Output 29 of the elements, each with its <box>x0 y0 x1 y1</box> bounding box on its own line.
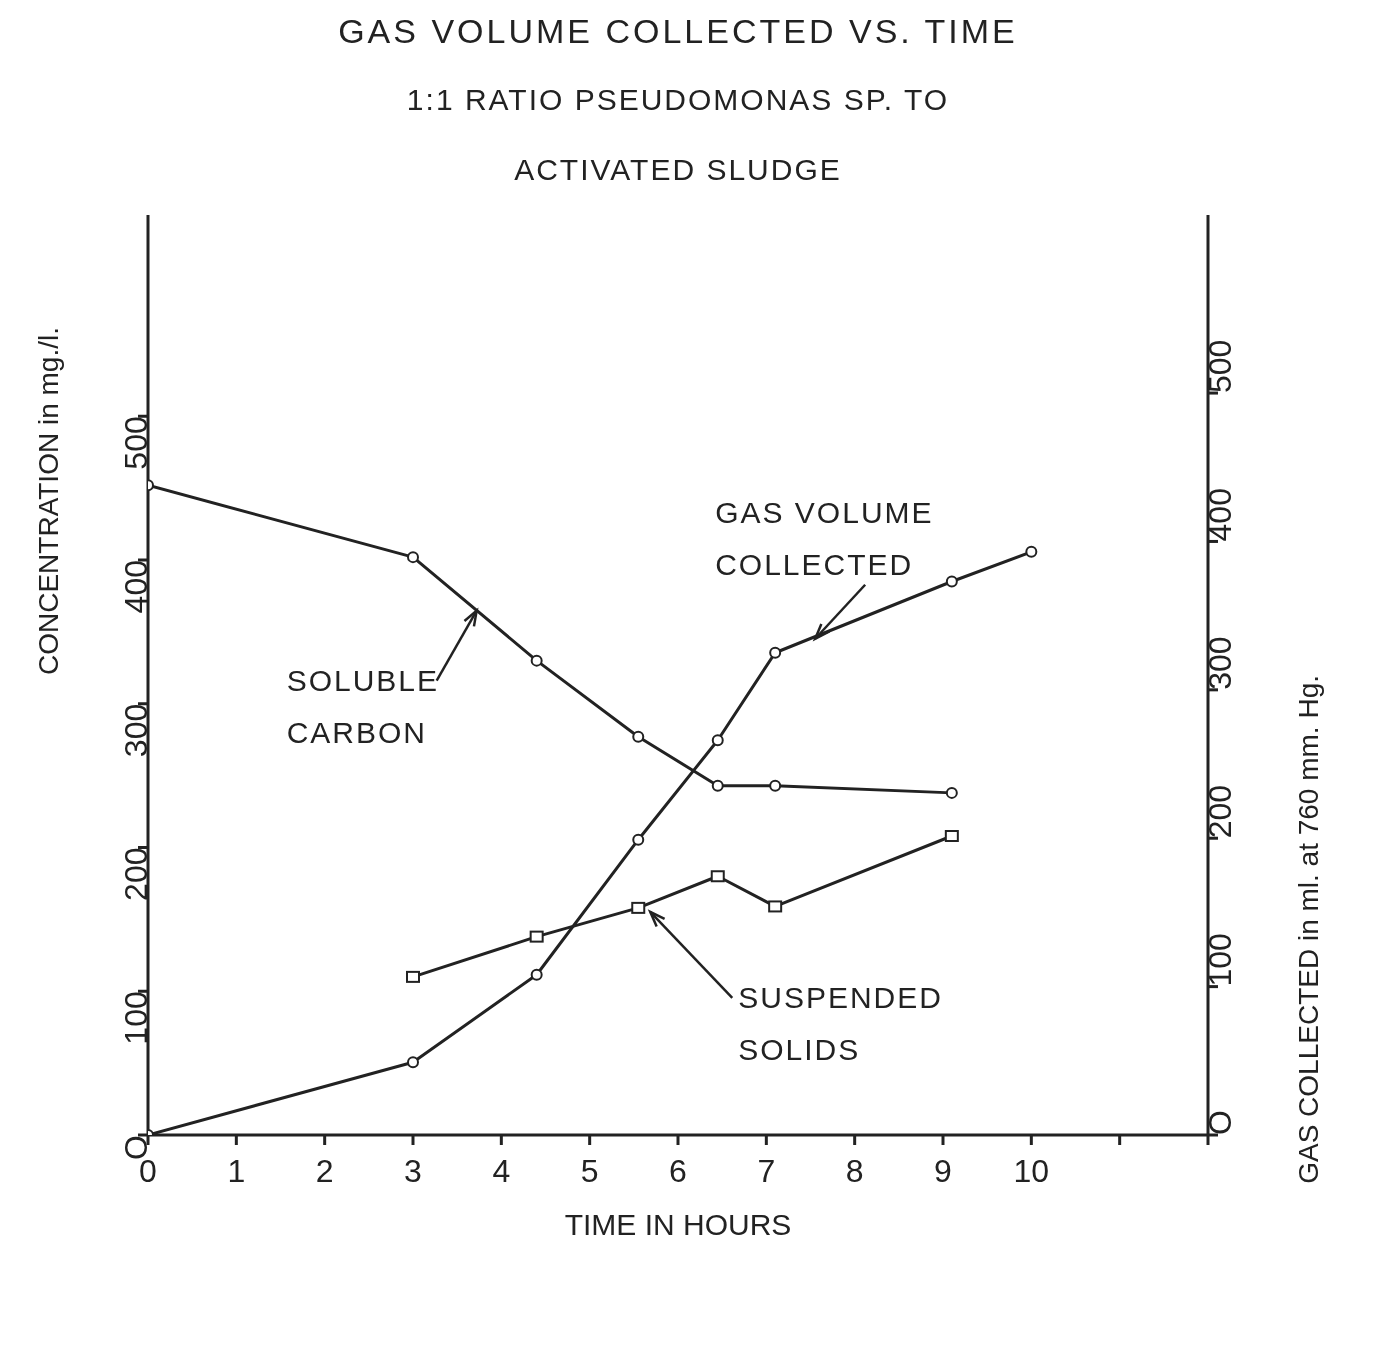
x-tick-label: 6 <box>669 1152 687 1189</box>
x-tick-label: 7 <box>757 1152 776 1189</box>
x-tick-label: 5 <box>580 1152 599 1189</box>
x-tick-label: 2 <box>315 1152 334 1189</box>
y2-tick-label: 100 <box>1202 933 1239 987</box>
y2-tick-label: 300 <box>1202 636 1239 690</box>
y2-tick-label: 200 <box>1202 784 1239 839</box>
y-tick-label: 100 <box>118 991 155 1045</box>
x-tick-label: 8 <box>845 1152 864 1189</box>
x-tick-label: 3 <box>404 1152 422 1189</box>
x-axis-title: TIME IN HOURS <box>564 1208 792 1241</box>
x-tick-label: 9 <box>934 1152 952 1189</box>
x-tick-label: 1 <box>227 1152 246 1189</box>
chart-title: GAS VOLUME COLLECTED VS. TIME <box>337 11 1019 51</box>
y2-tick-label: O <box>1202 1110 1239 1135</box>
series-label: GAS VOLUME COLLECTED <box>715 495 934 581</box>
y-tick-label: 300 <box>118 703 155 758</box>
text: SUSPENDED SOLIDS <box>738 980 943 1066</box>
x-tick-label: 10 <box>1013 1152 1050 1189</box>
x-tick-label: 4 <box>492 1152 511 1189</box>
y-tick-label: 400 <box>118 560 155 614</box>
text: 1:1 RATIO PSEUDOMONAS SP. TO ACTIVATED SLUDGE <box>406 83 950 186</box>
y2-tick-label: 400 <box>1202 488 1239 542</box>
y2-tick-label: 500 <box>1202 339 1239 394</box>
text: SOLUBLE CARBON <box>286 663 440 749</box>
y2-axis-title: GAS COLLECTED in ml. at 760 mm. Hg. <box>1292 675 1324 1184</box>
y-axis-title: CONCENTRATION in mg./l. <box>32 327 64 675</box>
y-tick-label: 200 <box>118 847 155 901</box>
y-tick-label: 500 <box>118 416 155 470</box>
